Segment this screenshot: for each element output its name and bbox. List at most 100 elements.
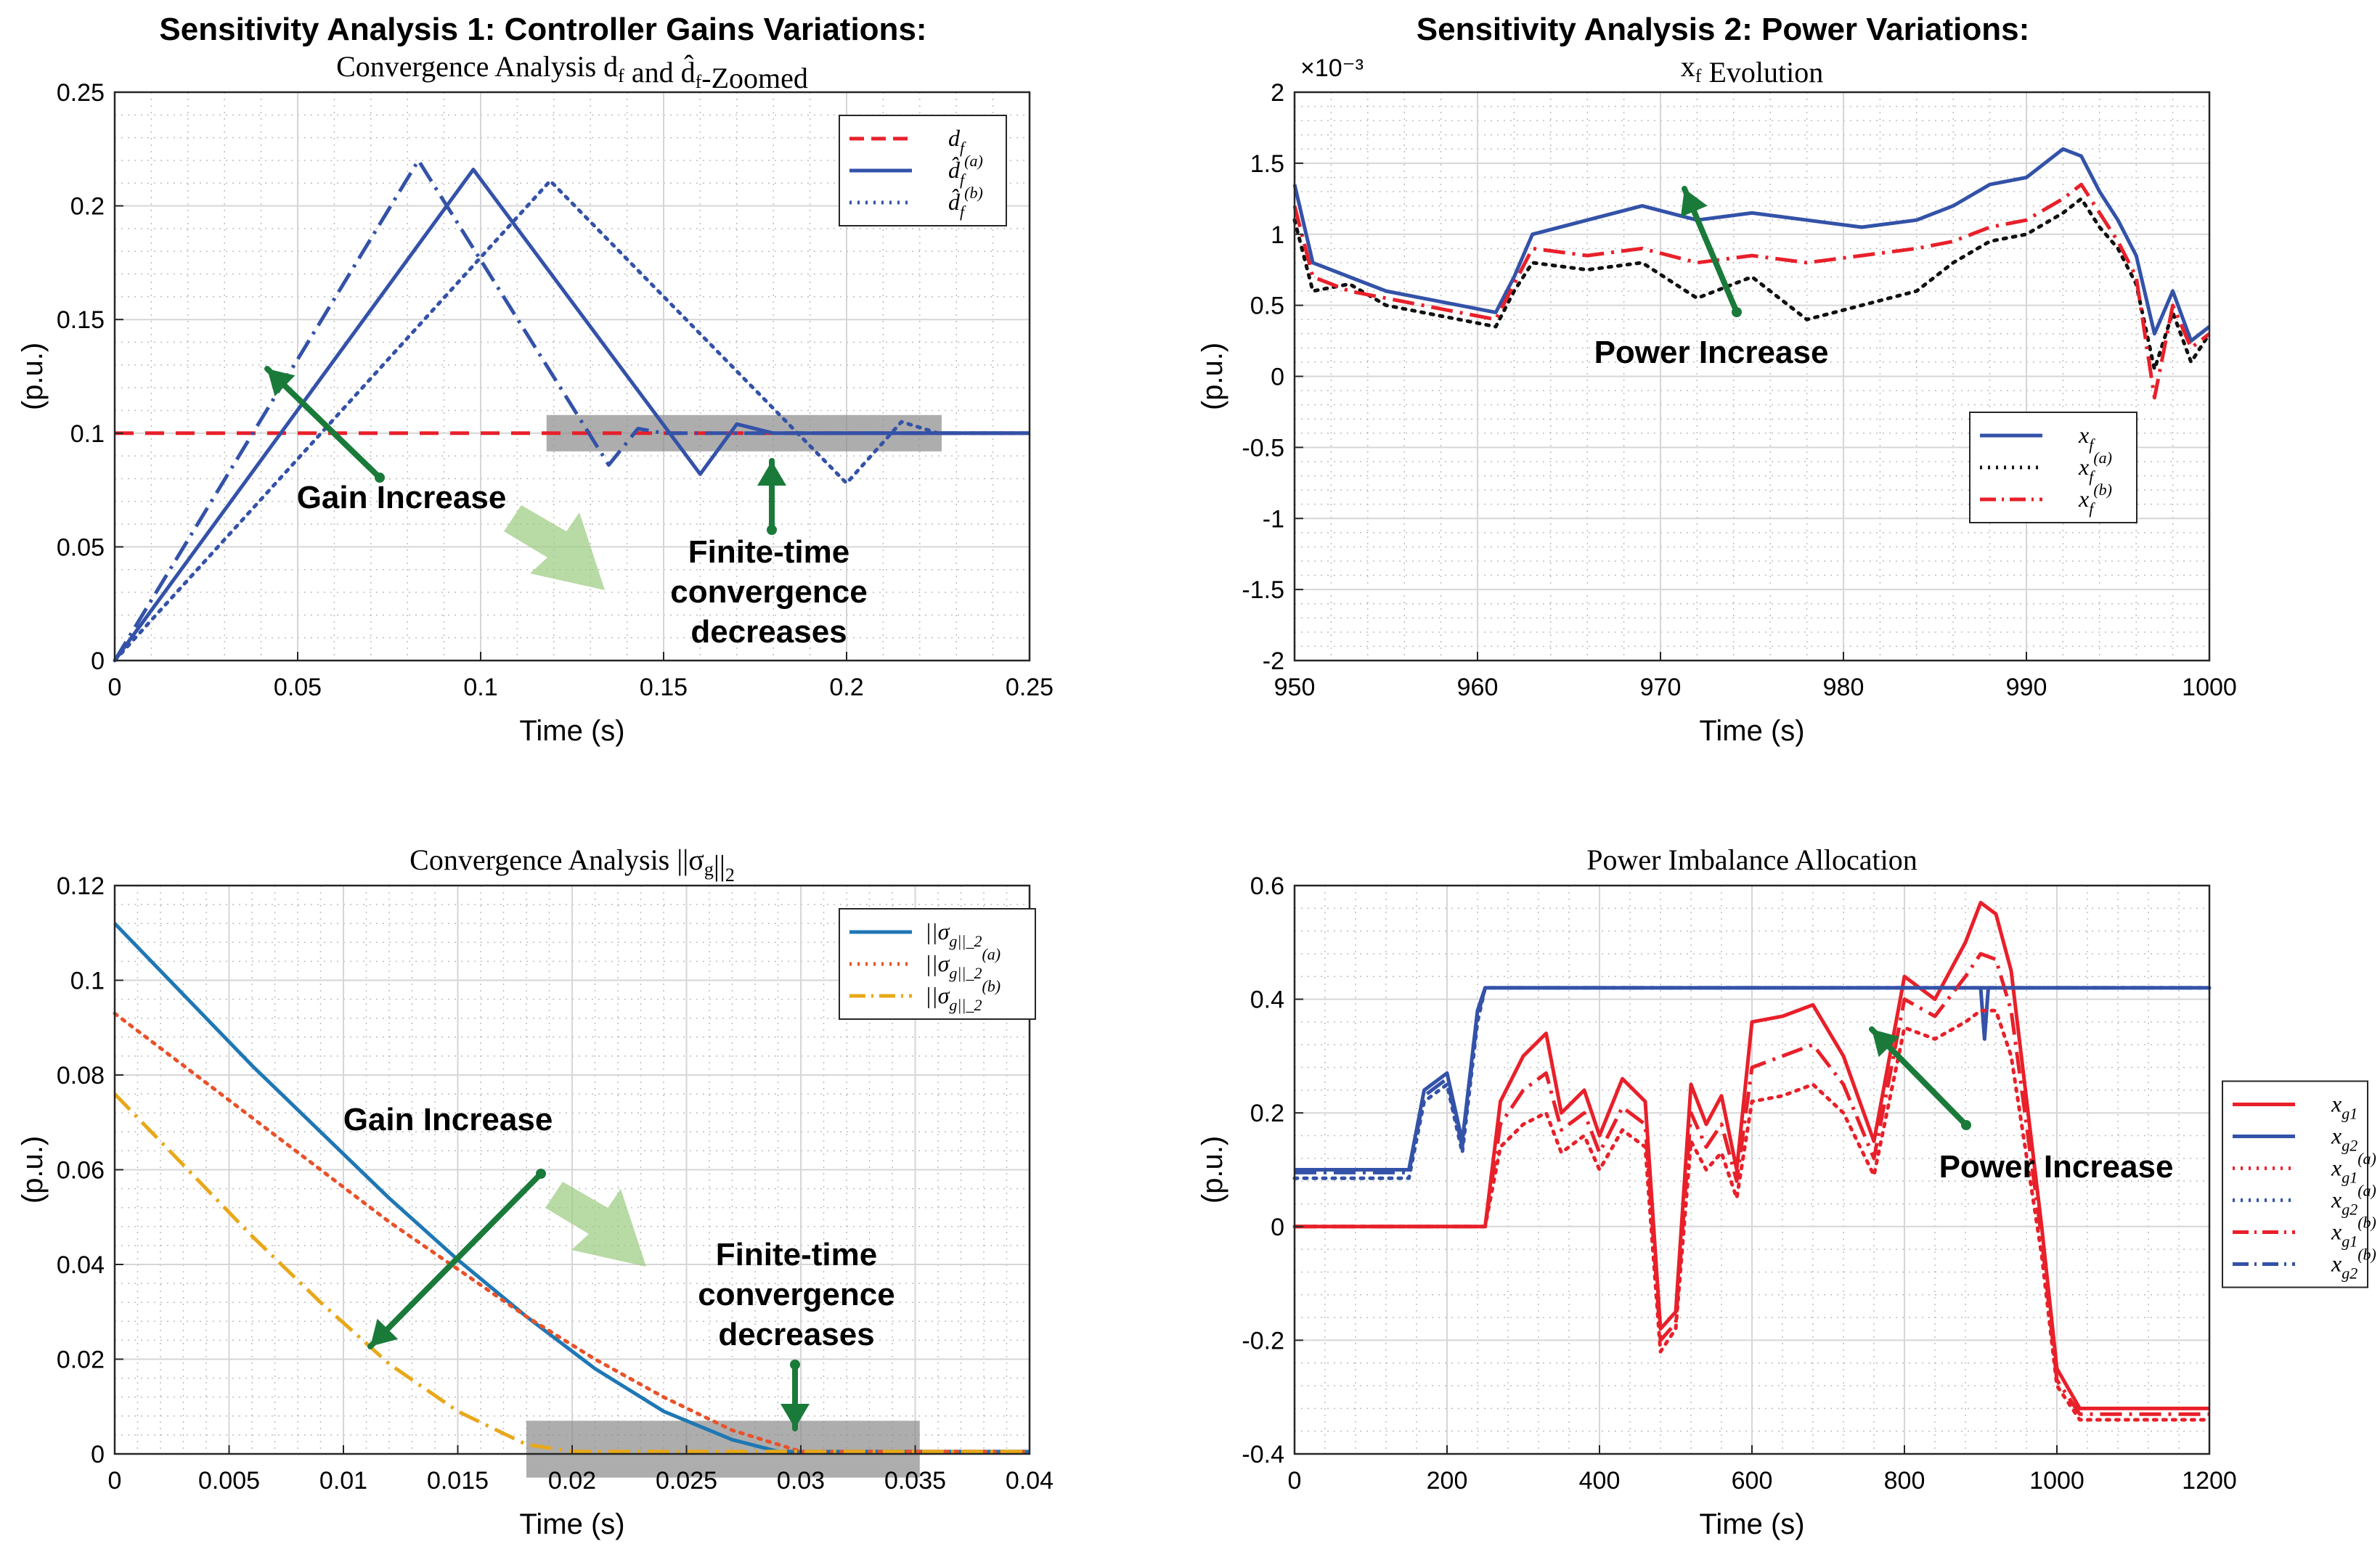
y-tick-label: 0.1 <box>70 420 105 448</box>
series-line-6 <box>1295 986 2209 1174</box>
x-tick-label: 200 <box>1427 1467 1468 1495</box>
y-tick-label: 0.12 <box>57 872 105 900</box>
legend-entry: xg2(a)​ <box>2331 1182 2376 1219</box>
power-increase-label: Power Increase <box>1594 335 1829 370</box>
x-tick-label: 0 <box>108 1467 122 1495</box>
finite-time-label: convergence <box>670 574 867 610</box>
gain-arrow-tail <box>375 473 385 483</box>
legend-box <box>1969 412 2137 523</box>
y-tick-label: 0.08 <box>57 1062 105 1090</box>
legend-entry: xf(a)​ <box>2078 449 2112 486</box>
y-tick-label: 0 <box>1271 1214 1284 1241</box>
x-tick-label: 1200 <box>2182 1467 2237 1495</box>
legend: df​d̂f(a)​d̂f(b)​ <box>839 115 1007 226</box>
chart-panel-3: 0 0.005 0.01 0.015 0.02 0.025 0.03 0.035 0.04 0 0.… <box>17 843 1054 1540</box>
finite-time-label: Finite-time <box>688 534 849 570</box>
finite-time-arrow-head <box>781 1404 810 1429</box>
gain-increase-label: Gain Increase <box>343 1102 553 1137</box>
legend-entry: xg1​ <box>2331 1091 2357 1123</box>
x-tick-label: 960 <box>1457 674 1499 701</box>
series-line-2 <box>1292 197 2212 372</box>
y-tick-label: 0 <box>91 1441 105 1468</box>
finite-time-label: Finite-time <box>716 1237 877 1272</box>
legend-box <box>839 908 1036 1020</box>
direction-arrow <box>545 1182 646 1267</box>
legend-entry: xg1(b)​ <box>2331 1214 2376 1251</box>
panel-title: Convergence Analysis ||σg||2 <box>409 843 735 886</box>
gain-arrow-tail <box>536 1169 546 1179</box>
legend-entry: xf​ <box>2078 422 2095 454</box>
legend: ||σg||_2​||σg||_2(a)​||σg||_2(b)​ <box>839 908 1036 1020</box>
x-tick-label: 0 <box>108 674 122 701</box>
series-line-3 <box>1292 182 2211 400</box>
y-axis-label: (p.u.) <box>1197 1136 1228 1203</box>
y-tick-label: 0.06 <box>57 1157 105 1185</box>
gain-arrow-head <box>370 1318 399 1346</box>
y-tick-label: 0.02 <box>57 1346 105 1374</box>
series-line-4 <box>113 158 1030 662</box>
legend-entry: d̂f(a)​ <box>948 152 983 189</box>
panel-title: Power Imbalance Allocation <box>1586 843 1917 876</box>
power-arrow-tail <box>1961 1120 1971 1130</box>
highlight-region <box>526 1421 920 1478</box>
gain-arrow-head <box>267 369 296 397</box>
gain-arrow <box>264 366 383 481</box>
y-tick-label: -0.4 <box>1242 1441 1284 1468</box>
legend: xg1​xg2​xg1(a)​xg2(a)​xg1(b)​xg2(b)​ <box>2222 1080 2376 1288</box>
power-arrow-head <box>1872 1029 1900 1058</box>
y-tick-label: -0.2 <box>1242 1327 1284 1354</box>
y-tick-label: -1.5 <box>1242 576 1284 604</box>
y-tick-label: 2 <box>1271 79 1284 107</box>
suptitle: Sensitivity Analysis 2: Power Variations… <box>1417 12 2029 47</box>
x-tick-label: 950 <box>1274 674 1316 701</box>
finite-time-label: convergence <box>698 1277 894 1312</box>
x-tick-label: 990 <box>2006 674 2047 701</box>
legend-entry: d̂f(b)​ <box>948 184 983 221</box>
finite-time-label: decreases <box>718 1317 874 1352</box>
power-arrow-tail <box>1732 307 1742 317</box>
axes-frame <box>113 91 1031 662</box>
x-tick-label: 0.05 <box>274 674 322 701</box>
y-tick-label: 0.2 <box>1250 1100 1284 1127</box>
y-tick-label: 0.4 <box>1250 986 1284 1014</box>
legend-entry: df​ <box>948 125 966 157</box>
x-tick-label: 0.015 <box>427 1467 489 1495</box>
y-tick-label: 1.5 <box>1250 150 1284 178</box>
x-tick-label: 0.035 <box>884 1467 946 1495</box>
x-tick-label: 0.25 <box>1006 674 1054 701</box>
x-tick-label: 0.025 <box>656 1467 717 1495</box>
x-tick-label: 0.01 <box>319 1467 367 1495</box>
axis-scale-factor: ×10⁻³ <box>1300 54 1364 82</box>
y-tick-label: 0.05 <box>57 534 105 561</box>
legend-entry: xg2​ <box>2331 1123 2357 1155</box>
y-axis-label: (p.u.) <box>1197 343 1228 410</box>
x-tick-label: 0.04 <box>1006 1467 1054 1495</box>
y-tick-label: 1 <box>1271 221 1284 249</box>
x-tick-label: 1000 <box>2182 674 2237 701</box>
legend-entry: xg1(a)​ <box>2331 1150 2376 1187</box>
series-line-5 <box>1295 952 2209 1416</box>
x-tick-label: 800 <box>1884 1467 1925 1495</box>
y-tick-label: 0.5 <box>1250 293 1284 320</box>
series-line-1 <box>113 922 1030 1454</box>
x-tick-label: 0 <box>1288 1467 1302 1495</box>
series-line-2 <box>113 1011 1032 1454</box>
y-tick-label: 0.2 <box>70 193 105 221</box>
x-tick-label: 1000 <box>2029 1467 2084 1495</box>
legend-entry: ||σg||_2(b)​ <box>925 977 1001 1014</box>
y-tick-label: 0 <box>1271 364 1284 391</box>
legend-entry: ||σg||_2(a)​ <box>925 945 1001 982</box>
x-axis-label: Time (s) <box>519 715 624 747</box>
y-tick-label: 0.6 <box>1250 872 1284 900</box>
gain-increase-label: Gain Increase <box>297 480 507 515</box>
chart-panel-2: 950 960 970 980 990 1000 -2 -1.5 -1 -0.5 0 0.5 1 1.5 2… <box>1197 12 2237 747</box>
finite-time-label: decreases <box>690 614 847 650</box>
x-tick-label: 980 <box>1823 674 1865 701</box>
chart-panel-1: 0 0.05 0.1 0.15 0.2 0.25 0 0.05 0.1 0.15 0.2 0.25 Ti… <box>17 12 1054 747</box>
y-tick-label: -2 <box>1263 647 1284 675</box>
x-tick-label: 0.15 <box>640 674 688 701</box>
x-axis-label: Time (s) <box>1699 1508 1804 1540</box>
x-tick-label: 970 <box>1640 674 1682 701</box>
y-tick-label: 0.15 <box>57 306 105 334</box>
x-tick-label: 0.03 <box>777 1467 825 1495</box>
